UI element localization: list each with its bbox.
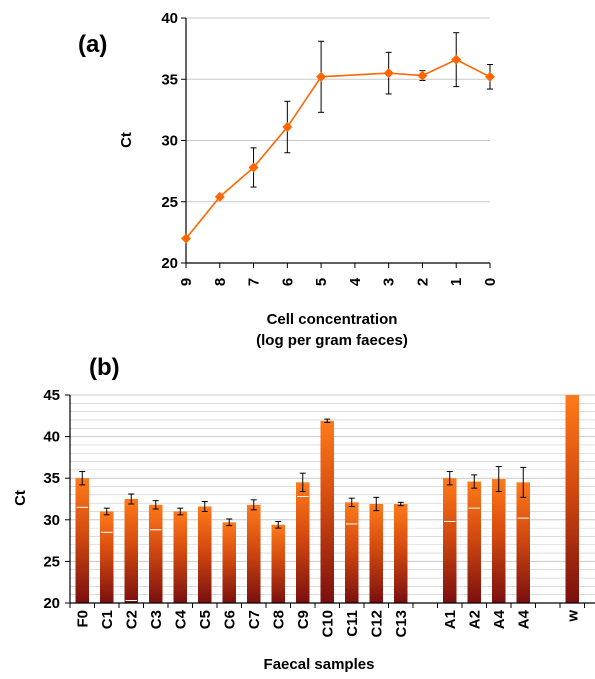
data-point: [248, 162, 259, 173]
x-tick-label: C7: [246, 610, 263, 629]
x-tick-label: C13: [393, 610, 410, 638]
x-tick-label: C8: [270, 610, 287, 629]
chart-b: 20 25 30 35 40 45 F0 C1 C2 C3 C4 C5 C6 C7 C8 C9 C10 C11 C1…: [43, 387, 595, 638]
bar: [149, 504, 163, 603]
x-tick-label: 5: [313, 278, 330, 286]
bar: [320, 420, 334, 603]
x-tick-label: 1: [448, 278, 465, 286]
chart-a: 20 25 30 35 40 9 8 7 6 5 4 3 2 1 0: [161, 10, 499, 286]
x-tick-label: C5: [197, 610, 214, 629]
data-point: [181, 233, 191, 244]
x-tick-label: F0: [74, 610, 91, 628]
x-tick-label: C11: [344, 610, 361, 637]
data-point: [214, 191, 225, 202]
x-tick-label: C6: [221, 610, 238, 629]
x-tick-label: 6: [279, 278, 296, 286]
bar: [394, 503, 408, 603]
x-tick-label: C2: [123, 610, 140, 629]
x-tick-label: A4: [491, 609, 508, 629]
bar: [467, 481, 481, 603]
bar: [345, 502, 359, 603]
y-tick-label: 35: [161, 71, 178, 88]
bar: [492, 479, 506, 603]
x-tick-label: 7: [246, 278, 263, 286]
bar: [247, 504, 261, 603]
bar: [198, 506, 212, 603]
x-tick-label: C4: [172, 609, 189, 629]
bar: [222, 522, 236, 603]
x-tick-label: C9: [295, 610, 312, 629]
x-tick-label: 3: [381, 278, 398, 286]
x-tick-label: C3: [148, 610, 165, 629]
bar: [296, 482, 310, 603]
y-axis-label-b: Ct: [12, 490, 29, 506]
bar: [271, 524, 285, 603]
bar: [124, 499, 138, 603]
y-tick-label: 25: [161, 194, 178, 211]
bar: [516, 482, 530, 603]
x-tick-label: C12: [368, 610, 385, 638]
y-tick-label: 35: [43, 470, 60, 487]
data-point: [485, 71, 495, 82]
y-tick-label: 30: [43, 512, 60, 529]
data-point: [383, 68, 394, 79]
bar: [75, 478, 89, 603]
y-tick-label: 40: [43, 429, 60, 446]
x-tick-label: 9: [178, 278, 195, 286]
x-tick-label: C1: [99, 610, 116, 629]
y-tick-label: 40: [161, 10, 178, 27]
x-tick-label: A1: [442, 610, 459, 629]
bar: [443, 478, 457, 603]
x-axis-label-a: Cell concentration: [267, 311, 398, 328]
x-tick-label: 2: [414, 278, 431, 286]
data-point: [451, 54, 462, 65]
y-axis-label-a: Ct: [118, 132, 135, 148]
panel-label-b: (b): [89, 354, 120, 381]
bar: [369, 503, 383, 603]
series-line: [185, 58, 491, 240]
x-axis-label-b: Faecal samples: [264, 656, 375, 673]
y-tick-label: 25: [43, 553, 60, 570]
bar: [173, 511, 187, 603]
data-point: [316, 71, 327, 82]
x-tick-label: 4: [347, 277, 364, 286]
panel-label-a: (a): [78, 31, 107, 58]
x-tick-label: A4: [515, 609, 532, 629]
x-axis-label-a-line2: (log per gram faeces): [256, 332, 408, 349]
y-tick-label: 45: [43, 387, 60, 404]
x-tick-label: C10: [319, 610, 336, 638]
data-point: [417, 70, 428, 81]
bar: [100, 511, 114, 603]
x-tick-label: 0: [482, 278, 499, 286]
data-point: [282, 122, 293, 133]
y-tick-label: 20: [43, 595, 60, 612]
bar: [565, 395, 579, 603]
x-tick-label: 8: [212, 278, 229, 286]
y-tick-label: 30: [161, 133, 178, 150]
x-tick-label: w: [564, 610, 581, 623]
y-tick-label: 20: [161, 255, 178, 272]
x-tick-label: A2: [466, 610, 483, 629]
